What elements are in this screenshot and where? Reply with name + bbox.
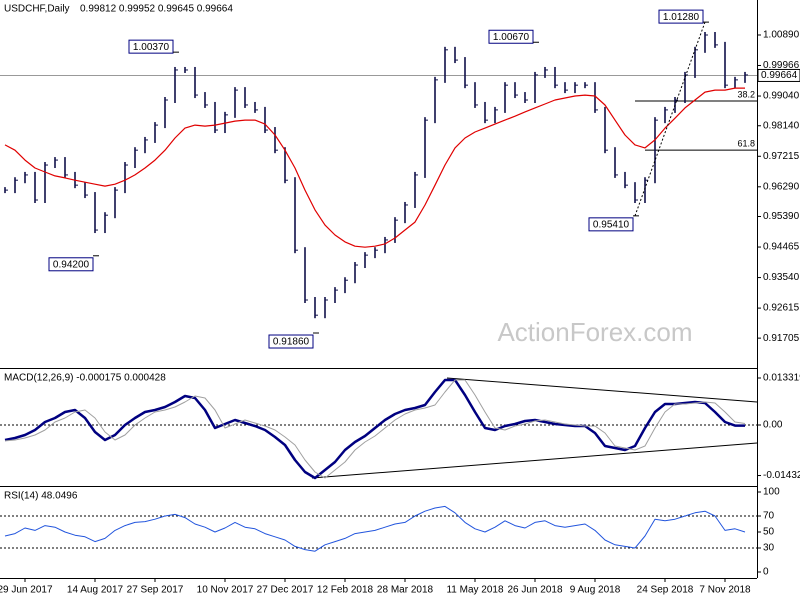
annotation-label: 0.95410 — [593, 219, 630, 230]
x-tick-label: 26 Jun 2018 — [507, 585, 562, 596]
y-tick-label: 0.93540 — [763, 272, 800, 283]
y-tick-label: 50 — [763, 527, 775, 538]
annotation-box — [658, 9, 704, 24]
annotation-label: 1.01280 — [663, 12, 700, 23]
y-tick-label: 100 — [763, 487, 780, 498]
annotation-box — [48, 257, 94, 272]
panel-title: USDCHF,Daily — [4, 4, 70, 15]
y-tick-label: 70 — [763, 511, 775, 522]
series-line — [4, 505, 746, 552]
x-tick-label: 10 Nov 2017 — [197, 585, 254, 596]
y-tick-label: 0.99040 — [763, 91, 800, 102]
trend-line — [446, 377, 758, 403]
series-line — [4, 378, 745, 480]
panel-title: RSI(14) 48.0496 — [4, 491, 78, 502]
annotation-box — [488, 29, 534, 44]
series-line — [4, 87, 745, 248]
fib-label: 61.8 — [737, 139, 755, 149]
last-price-box — [757, 68, 800, 82]
y-tick-label: 30 — [763, 543, 775, 554]
panel-subtitle: 0.99812 0.99952 0.99645 0.99664 — [80, 4, 233, 15]
x-tick-label: 11 May 2018 — [446, 585, 504, 596]
y-tick-label: 0.91705 — [763, 333, 800, 344]
x-tick-label: 12 Feb 2018 — [317, 585, 374, 596]
x-tick-label: 9 Aug 2018 — [570, 585, 621, 596]
y-tick-label: -0.014323 — [763, 470, 800, 481]
trend-line — [311, 442, 758, 479]
series-line — [4, 379, 746, 479]
annotation-box — [588, 217, 634, 232]
y-tick-label: 0.00 — [763, 420, 783, 431]
y-tick-label: 0.92615 — [763, 303, 800, 314]
x-tick-label: 7 Nov 2018 — [699, 585, 751, 596]
x-tick-label: 24 Sep 2018 — [637, 585, 694, 596]
x-tick-label: 27 Dec 2017 — [257, 585, 314, 596]
y-tick-label: 0.95390 — [763, 211, 800, 222]
y-tick-label: 0.98140 — [763, 120, 800, 131]
y-tick-label: 0.96290 — [763, 181, 800, 192]
x-tick-label: 27 Sep 2017 — [127, 585, 184, 596]
x-tick-label: 14 Aug 2017 — [67, 585, 124, 596]
annotation-label: 0.91860 — [273, 337, 310, 348]
annotation-label: 1.00370 — [133, 42, 170, 53]
panel-title: MACD(12,26,9) -0.000175 0.000428 — [4, 373, 166, 384]
annotation-box — [268, 334, 314, 349]
annotation-label: 1.00670 — [493, 32, 530, 43]
y-tick-label: 0.013319 — [763, 373, 800, 384]
y-tick-label: 0.94465 — [763, 242, 800, 253]
y-tick-label: 0.99966 — [763, 60, 800, 71]
annotation-label: 0.94200 — [53, 259, 90, 270]
x-tick-label: 29 Jun 2017 — [0, 585, 53, 596]
annotation-box — [128, 39, 174, 54]
y-tick-label: 0.97215 — [763, 151, 800, 162]
y-tick-label: 0 — [763, 567, 769, 578]
x-tick-label: 28 Mar 2018 — [377, 585, 434, 596]
last-price-label: 0.99664 — [761, 70, 798, 81]
y-tick-label: 1.00890 — [763, 30, 800, 41]
watermark: ActionForex.com — [497, 317, 692, 347]
fib-label: 38.2 — [737, 89, 755, 99]
